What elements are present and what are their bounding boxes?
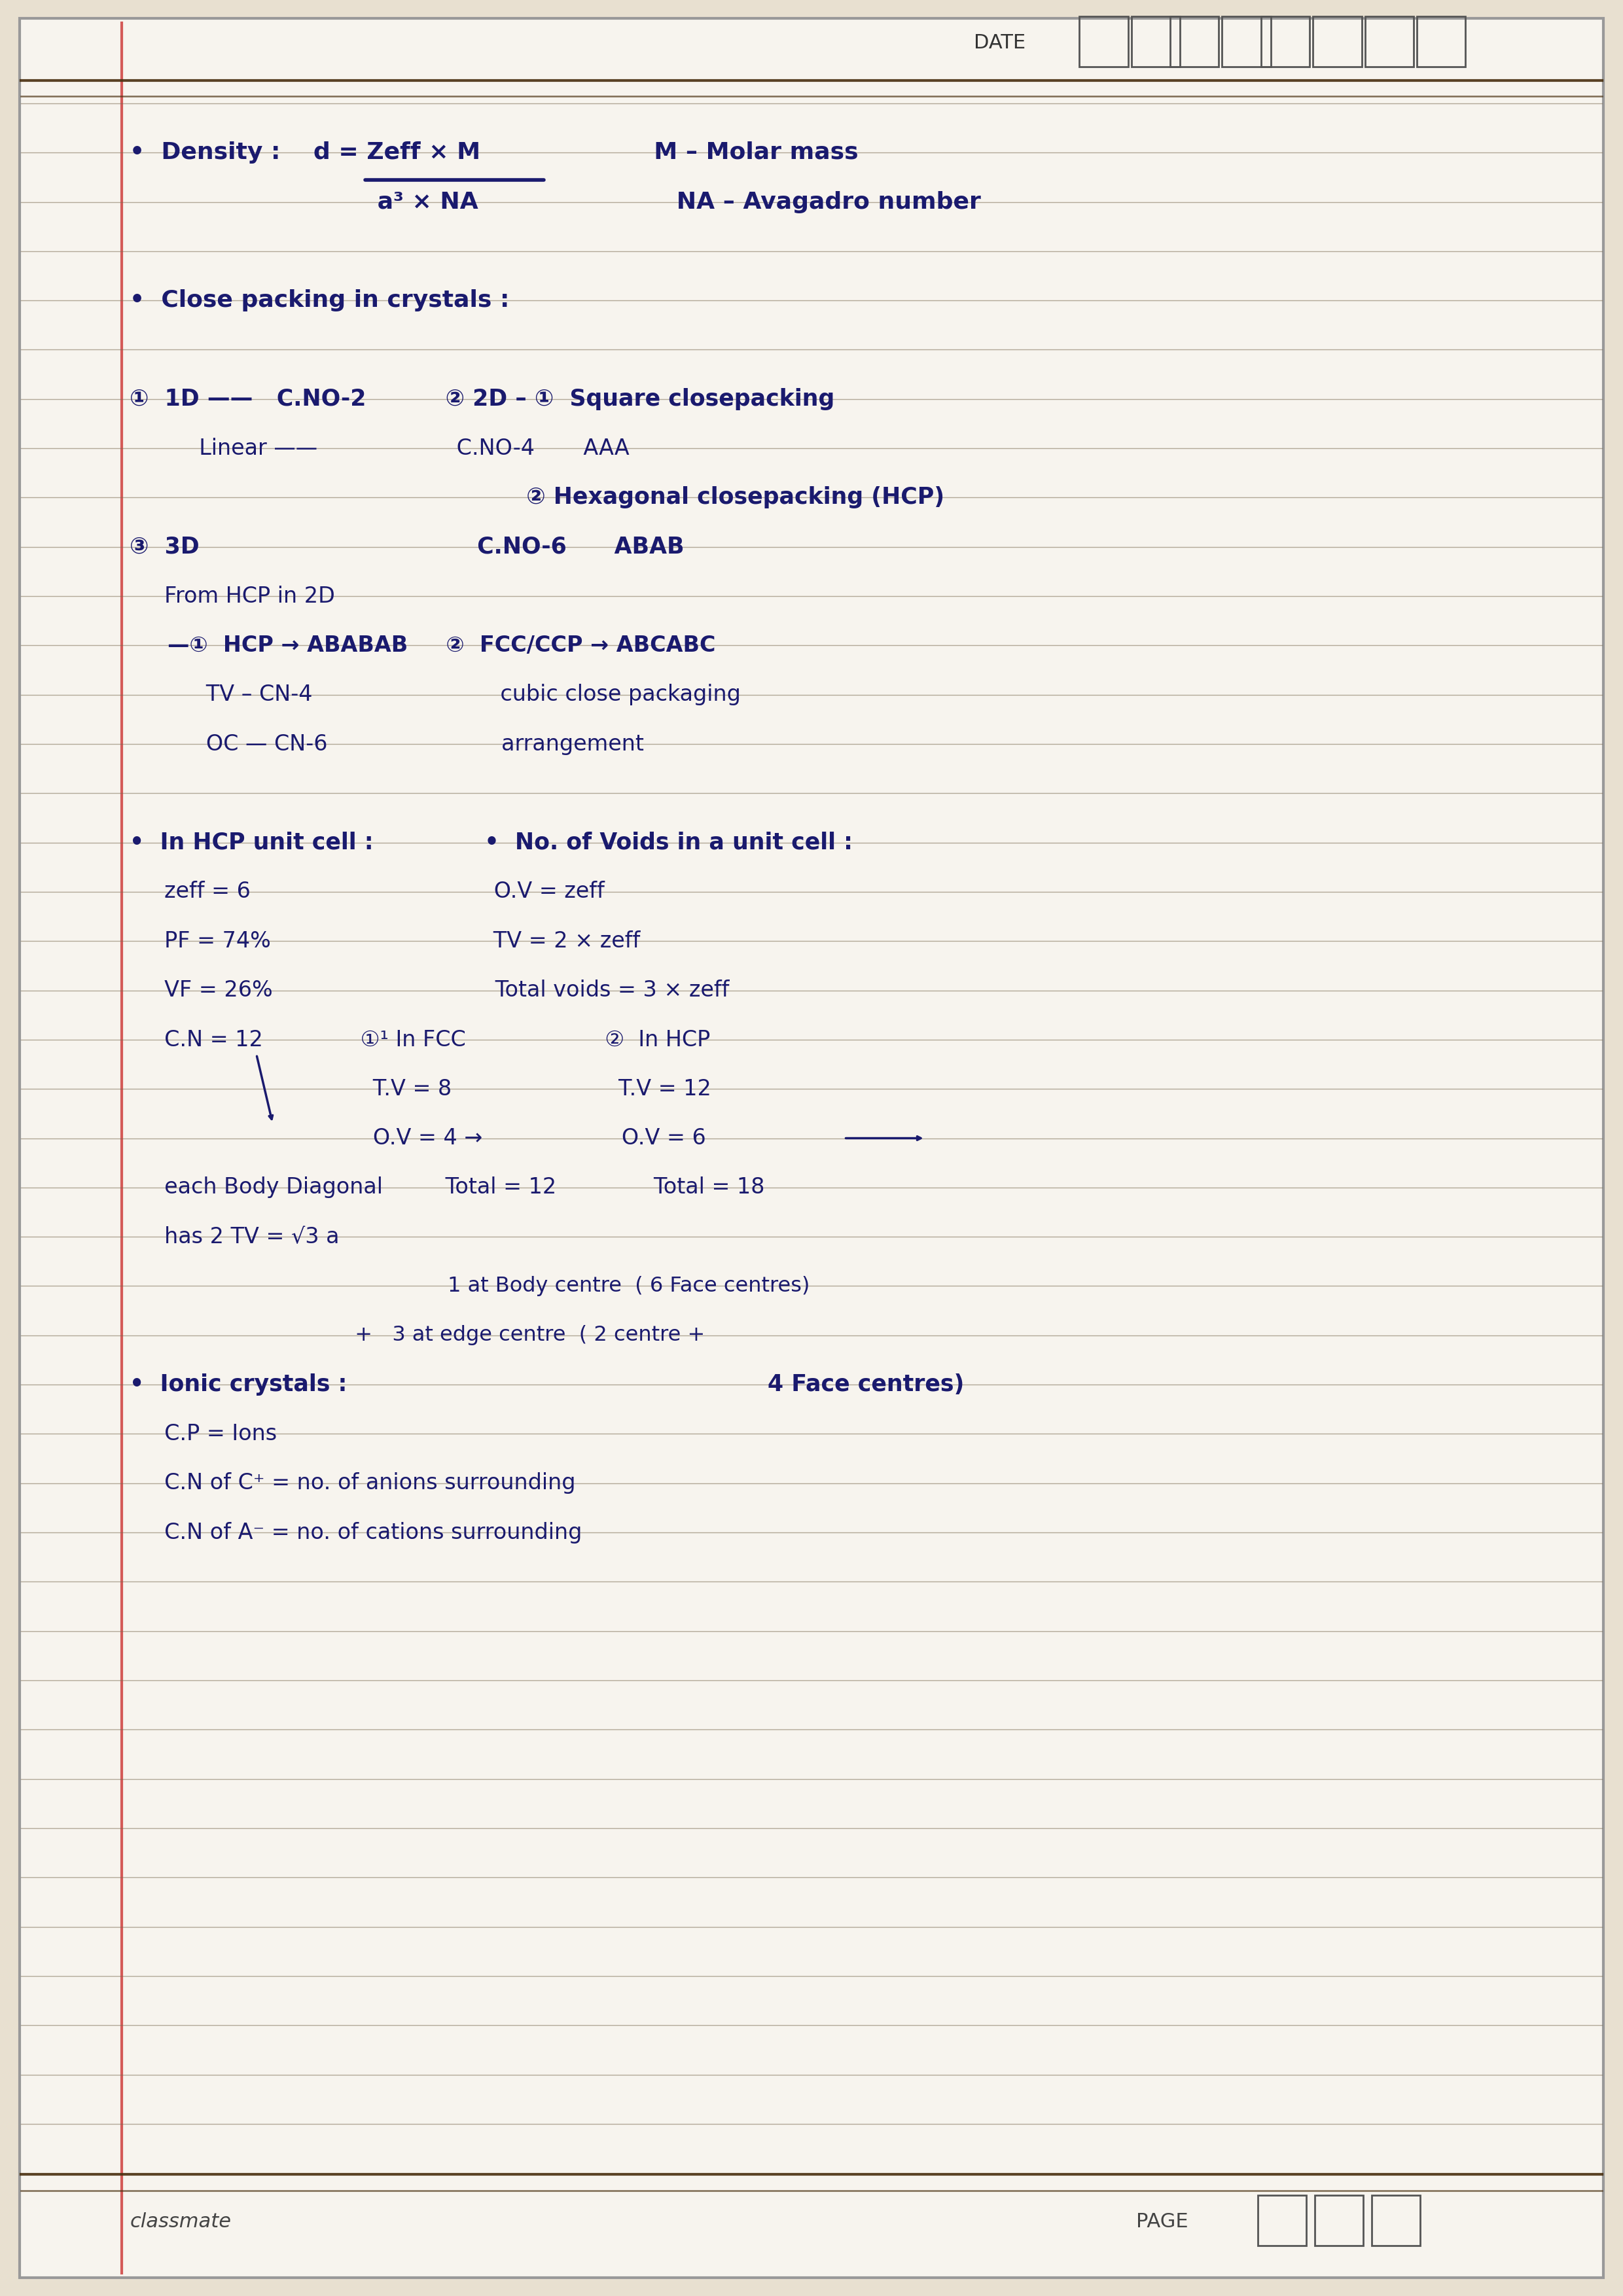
Text: each Body Diagonal         Total = 12              Total = 18: each Body Diagonal Total = 12 Total = 18: [130, 1176, 764, 1199]
Text: From HCP in 2D: From HCP in 2D: [130, 585, 336, 606]
Text: ③  3D                                   C.NO-6      ABAB: ③ 3D C.NO-6 ABAB: [130, 535, 685, 558]
Text: ② Hexagonal closepacking (HCP): ② Hexagonal closepacking (HCP): [130, 487, 945, 510]
Text: OC — CN-6                         arrangement: OC — CN-6 arrangement: [130, 732, 644, 755]
Text: •  In HCP unit cell :              •  No. of Voids in a unit cell :: • In HCP unit cell : • No. of Voids in a…: [130, 831, 854, 854]
Text: C.N = 12              ①¹ In FCC                    ②  In HCP: C.N = 12 ①¹ In FCC ② In HCP: [130, 1029, 711, 1052]
Text: TV – CN-4                           cubic close packaging: TV – CN-4 cubic close packaging: [130, 684, 742, 705]
Bar: [1313, 16, 1362, 67]
Bar: [1261, 16, 1310, 67]
Text: C.P = Ions: C.P = Ions: [130, 1424, 278, 1444]
Bar: [1131, 16, 1180, 67]
Text: C.N of C⁺ = no. of anions surrounding: C.N of C⁺ = no. of anions surrounding: [130, 1472, 576, 1495]
Bar: [1315, 2195, 1363, 2245]
Text: VF = 26%                                Total voids = 3 × zeff: VF = 26% Total voids = 3 × zeff: [130, 980, 730, 1001]
Text: O.V = 4 →                    O.V = 6: O.V = 4 → O.V = 6: [130, 1127, 706, 1148]
Text: —①  HCP → ABABAB     ②  FCC/CCP → ABCABC: —① HCP → ABABAB ② FCC/CCP → ABCABC: [130, 634, 716, 657]
Bar: [1371, 2195, 1420, 2245]
Bar: [1417, 16, 1466, 67]
Bar: [1365, 16, 1414, 67]
Text: 1 at Body centre  ( 6 Face centres): 1 at Body centre ( 6 Face centres): [130, 1277, 810, 1297]
Text: a³ × NA                        NA – Avagadro number: a³ × NA NA – Avagadro number: [130, 191, 982, 214]
Text: •  Close packing in crystals :: • Close packing in crystals :: [130, 289, 510, 312]
Text: T.V = 8                        T.V = 12: T.V = 8 T.V = 12: [130, 1079, 711, 1100]
Bar: [1079, 16, 1128, 67]
Text: +   3 at edge centre  ( 2 centre +: + 3 at edge centre ( 2 centre +: [130, 1325, 706, 1345]
Bar: [1258, 2195, 1307, 2245]
Text: Linear ——                    C.NO-4       AAA: Linear —— C.NO-4 AAA: [130, 439, 630, 459]
Bar: [1170, 16, 1219, 67]
Bar: [1222, 16, 1271, 67]
Text: C.N of A⁻ = no. of cations surrounding: C.N of A⁻ = no. of cations surrounding: [130, 1522, 583, 1543]
Text: has 2 TV = √3 a: has 2 TV = √3 a: [130, 1226, 339, 1247]
Text: PAGE: PAGE: [1136, 2211, 1188, 2232]
Text: •  Density :    d = Zeff × M                     M – Molar mass: • Density : d = Zeff × M M – Molar mass: [130, 142, 859, 163]
Text: •  Ionic crystals :                                                     4 Face c: • Ionic crystals : 4 Face c: [130, 1373, 964, 1396]
Text: ①  1D ——   C.NO-2          ② 2D – ①  Square closepacking: ① 1D —— C.NO-2 ② 2D – ① Square closepack…: [130, 388, 834, 411]
Text: DATE: DATE: [974, 32, 1026, 53]
Text: PF = 74%                                TV = 2 × zeff: PF = 74% TV = 2 × zeff: [130, 930, 641, 953]
Text: classmate: classmate: [130, 2211, 230, 2232]
FancyBboxPatch shape: [19, 18, 1604, 2278]
Text: zeff = 6                                   O.V = zeff: zeff = 6 O.V = zeff: [130, 882, 605, 902]
